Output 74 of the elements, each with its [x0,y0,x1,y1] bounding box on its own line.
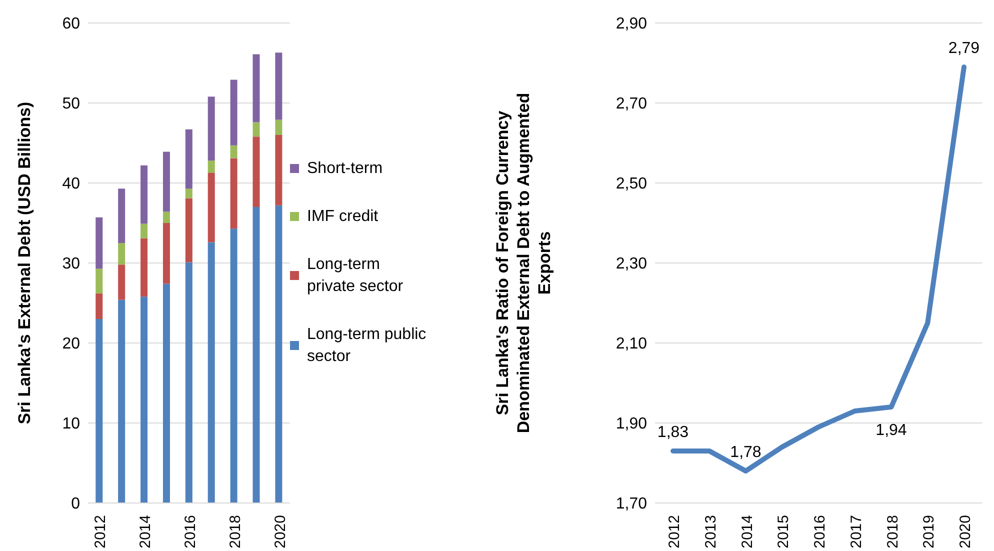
bar [162,152,170,212]
bar [96,319,103,503]
bar [185,198,192,262]
bar [162,212,170,223]
bar [118,188,126,243]
data-label: 1,83 [657,424,689,441]
x-tick-label: 2017 [848,515,865,548]
bar [185,129,192,189]
bar [96,293,103,319]
x-tick-label: 2016 [182,515,199,548]
x-tick-label: 2014 [738,515,756,548]
y-axis-title: Sri Lanka's External Debt (USD Billions) [15,102,34,424]
bar [230,228,238,503]
x-tick-label: 2020 [957,515,974,548]
bar [140,224,148,238]
x-tick-label: 2018 [884,515,902,548]
bar [118,264,126,300]
bar [208,96,215,161]
bar [185,262,192,503]
bar [252,122,260,137]
legend-label: Long-term private sector [307,254,404,296]
x-tick-label: 2016 [812,515,828,548]
y-tick-label: 2,70 [616,96,648,113]
bar [208,172,215,242]
bar [96,268,103,294]
bar [275,205,282,503]
data-label: 2,79 [948,40,980,57]
bar [252,54,260,122]
y-tick-label: 20 [62,336,80,353]
y-tick-label: 50 [62,96,80,113]
x-tick-label: 2012 [92,515,110,548]
bar [230,158,238,229]
y-tick-label: 2,90 [616,16,648,33]
y-tick-label: 60 [62,16,80,33]
data-label: 1,94 [876,422,907,439]
y-tick-label: 2,10 [616,336,648,353]
bar [185,188,192,198]
y-tick-label: 2,30 [616,256,648,273]
y-tick-label: 0 [71,496,80,513]
legend-label: Short-term [307,158,384,178]
bar [275,52,282,120]
bar [118,300,126,503]
bar [162,284,170,503]
bar [96,217,103,269]
y-tick-label: 40 [62,176,80,193]
bar [275,120,282,135]
data-label: 1,78 [730,444,762,461]
bar [252,207,260,503]
bar [275,135,282,206]
y-tick-label: 2,50 [616,176,648,193]
bar [230,80,238,146]
x-tick-label: 2020 [272,515,289,548]
y-tick-label: 10 [62,416,80,433]
bar [118,243,126,265]
bar [252,136,260,207]
legend-label: Long-term public sector [307,324,427,366]
y-tick-label: 1,70 [616,496,648,513]
x-tick-label: 2013 [702,515,720,548]
bar [140,165,148,224]
y-axis-title: Sri Lanka's Ratio of Foreign Currency Denominated External Debt to Augmented Exports [493,92,554,434]
bar [208,242,215,503]
y-tick-label: 1,90 [616,416,648,433]
x-tick-label: 2018 [226,515,244,548]
bar [140,296,148,503]
bar [230,145,238,158]
legend-label: IMF credit [307,206,380,226]
bar [140,238,148,297]
x-tick-label: 2015 [775,515,792,548]
x-tick-label: 2014 [137,515,154,548]
bar [162,223,170,284]
y-tick-label: 30 [62,256,80,273]
x-tick-label: 2019 [920,515,938,548]
bar [208,160,215,173]
x-tick-label: 2012 [666,515,683,548]
